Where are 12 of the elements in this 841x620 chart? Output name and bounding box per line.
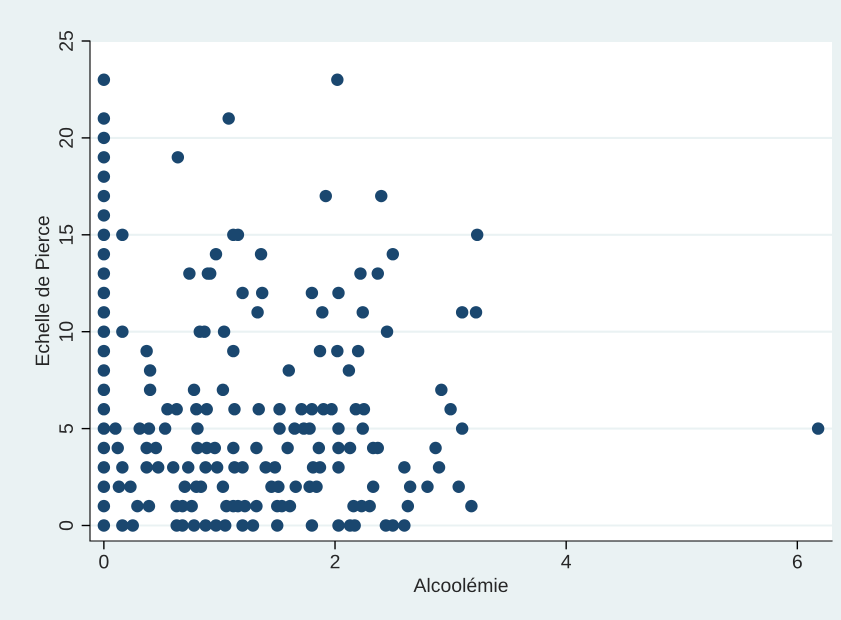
- x-axis-title: Alcoolémie: [413, 578, 508, 592]
- y-tick-label: 25: [59, 31, 73, 51]
- x-tick-label: 0: [99, 554, 109, 568]
- y-tick-label: 20: [59, 128, 73, 148]
- y-tick-label: 0: [59, 520, 73, 530]
- y-tick-label: 5: [59, 424, 73, 434]
- y-tick-label: 15: [59, 224, 73, 244]
- y-tick-label: 10: [59, 322, 73, 342]
- x-tick-label: 4: [561, 554, 572, 568]
- x-tick-label: 2: [330, 554, 340, 568]
- x-tick-label: 6: [792, 554, 802, 568]
- y-axis-title: Echelle de Pierce: [35, 216, 50, 366]
